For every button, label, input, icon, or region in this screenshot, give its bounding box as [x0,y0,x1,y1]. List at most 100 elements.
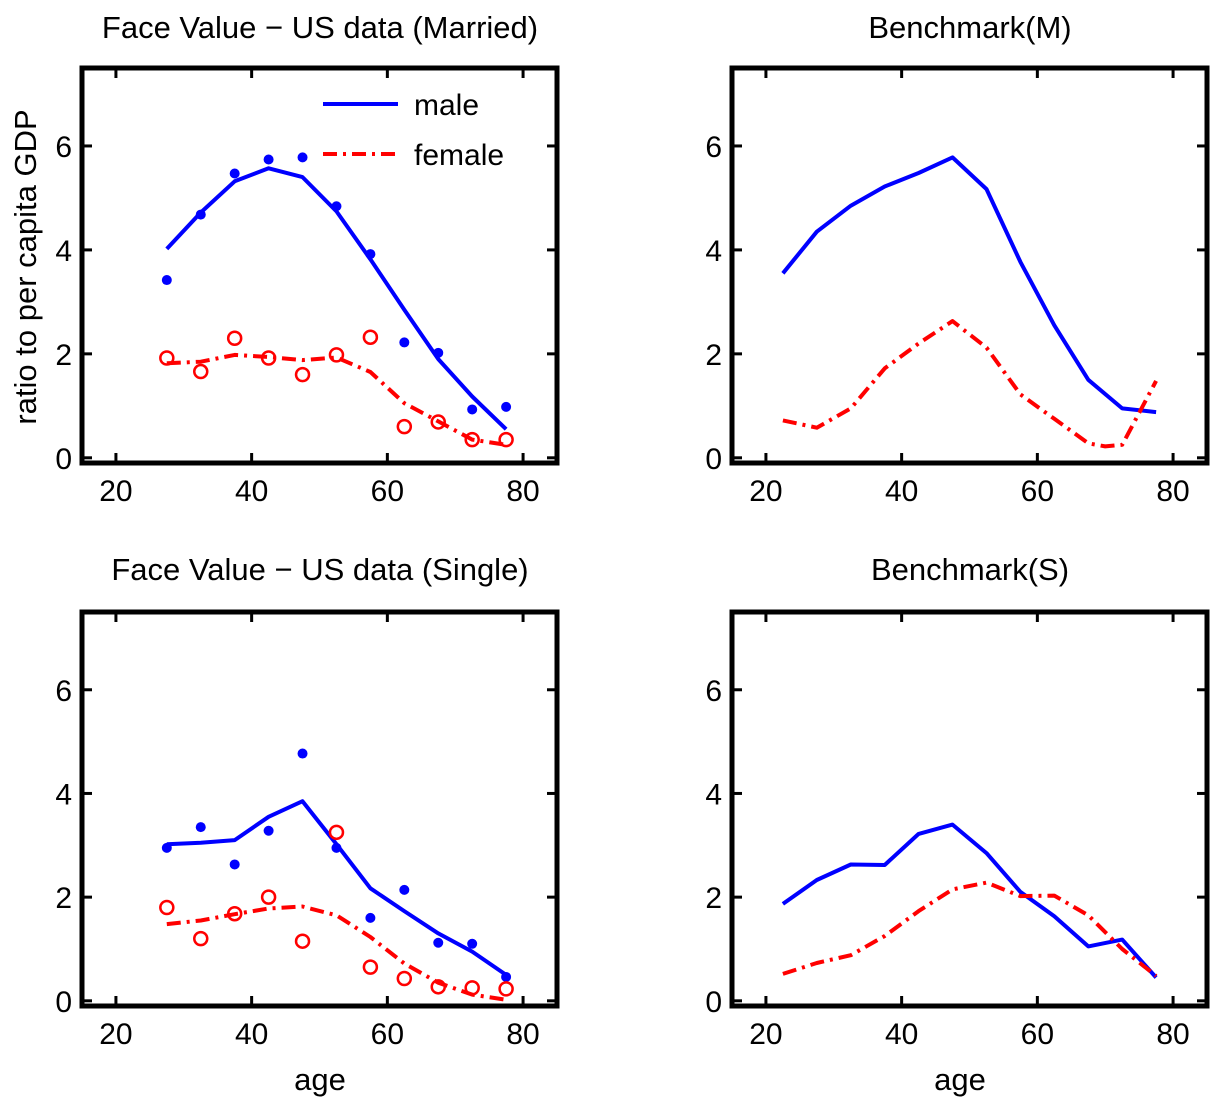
male-data-point [467,938,478,949]
male-data-point [433,937,444,948]
male-line [165,166,508,431]
female-data-point [226,905,243,922]
female-line [166,904,507,1002]
female-data-point [498,981,514,997]
male-data-point [263,825,274,836]
female-data-point [328,824,345,841]
x-tick-label: 40 [235,475,268,508]
female-data-point [430,979,446,995]
x-axis-label: age [934,1062,986,1097]
male-data-point [501,401,512,412]
female-data-point [260,889,277,905]
x-tick-label: 40 [235,1018,268,1051]
male-data-point [433,347,444,358]
x-tick-label: 20 [99,1018,132,1051]
y-tick-label: 0 [705,986,722,1019]
female-data-point [159,350,175,366]
plot-frame [729,65,1210,466]
male-line [781,155,1157,415]
y-tick-label: 6 [705,675,722,708]
y-tick-label: 6 [55,131,72,164]
series-female-data [159,329,514,448]
x-tick-label: 80 [1156,1018,1189,1051]
series-male-data [161,152,512,415]
male-data-point [195,209,206,220]
series-male [165,166,508,431]
female-data-point [362,329,379,345]
female-line [782,319,1158,449]
x-tick-label: 60 [371,475,404,508]
y-tick-label: 2 [705,882,722,915]
y-tick-label: 4 [705,778,722,811]
male-data-point [161,275,172,286]
female-data-point [159,899,175,916]
x-tick-label: 60 [371,1018,404,1051]
panel-single-face-value: Face Value − US data (Single) age 20 40 60… [55,552,560,1097]
x-tick-label: 80 [1156,475,1189,508]
y-tick-label: 2 [55,339,72,372]
x-tick-label: 20 [99,475,132,508]
chart-title: Face Value − US data (Married) [102,10,538,45]
female-data-point [328,347,345,363]
series-female [782,319,1158,449]
series-female-data [159,824,514,997]
panel-married-face-value: Face Value − US data (Married) ratio to … [8,10,560,508]
female-line [782,880,1158,978]
y-tick-label: 2 [705,339,722,372]
female-data-point [193,930,209,947]
x-tick-label: 20 [749,475,782,508]
y-tick-label: 6 [705,131,722,164]
female-data-point [464,431,480,448]
chart-title: Benchmark(M) [868,10,1071,45]
chart-title: Benchmark(S) [871,552,1069,587]
male-data-point [229,859,240,870]
male-data-point [263,154,274,165]
male-data-point [229,168,240,179]
male-data-point [297,152,308,163]
y-tick-label: 6 [55,675,72,708]
plot-frame [729,609,1210,1009]
plot-frame [79,609,560,1009]
legend-label-female: female [414,139,504,172]
x-tick-label: 40 [885,1018,918,1051]
female-data-point [396,970,413,987]
series-female [166,352,507,447]
panel-benchmark-married: Benchmark(M) 20 40 60 80 0 2 4 6 [705,10,1210,508]
male-data-point [399,337,410,348]
x-tick-label: 40 [885,475,918,508]
series-male [166,799,508,977]
male-line [781,822,1158,979]
y-tick-label: 0 [55,443,72,476]
series-male [781,155,1157,415]
female-data-point [362,959,379,975]
male-data-point [399,884,410,895]
male-data-point [331,842,342,853]
y-tick-label: 4 [705,235,722,268]
x-tick-label: 80 [506,475,539,508]
x-tick-label: 60 [1021,1018,1054,1051]
plot-frame [79,65,560,466]
y-tick-label: 2 [55,882,72,915]
female-line [166,352,507,447]
female-data-point [396,418,413,435]
female-data-point [226,330,243,347]
male-line [166,799,508,977]
x-axis-label: age [294,1062,346,1097]
legend: male female [323,89,504,172]
male-data-point [501,971,512,982]
male-data-point [467,404,478,415]
chart-title: Face Value − US data (Single) [111,552,528,587]
series-male-data [161,748,512,982]
x-tick-label: 80 [506,1018,539,1051]
female-data-point [430,414,446,430]
series-male [781,822,1158,979]
y-tick-label: 4 [55,235,72,268]
x-tick-label: 60 [1021,475,1054,508]
male-data-point [365,249,376,260]
female-data-point [193,363,209,380]
female-data-point [260,350,277,366]
x-tick-label: 20 [749,1018,782,1051]
male-data-point [195,822,206,833]
female-data-point [294,933,311,949]
panel-benchmark-single: Benchmark(S) age 20 40 60 80 0 2 4 6 [705,552,1210,1097]
